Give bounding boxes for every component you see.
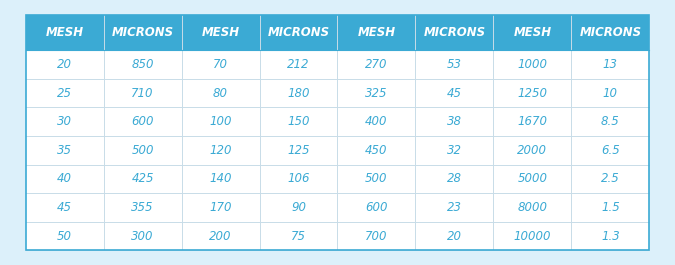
Text: 50: 50 bbox=[57, 230, 72, 243]
Text: 300: 300 bbox=[132, 230, 154, 243]
Text: 150: 150 bbox=[288, 115, 310, 128]
Text: 600: 600 bbox=[132, 115, 154, 128]
Text: 100: 100 bbox=[209, 115, 232, 128]
Text: 8.5: 8.5 bbox=[601, 115, 620, 128]
Text: 1670: 1670 bbox=[518, 115, 547, 128]
Text: 355: 355 bbox=[132, 201, 154, 214]
Text: 212: 212 bbox=[288, 58, 310, 71]
Text: 80: 80 bbox=[213, 87, 228, 100]
Text: MICRONS: MICRONS bbox=[579, 26, 641, 39]
Text: 10: 10 bbox=[603, 87, 618, 100]
Text: 90: 90 bbox=[291, 201, 306, 214]
Text: 32: 32 bbox=[447, 144, 462, 157]
Text: 106: 106 bbox=[288, 173, 310, 186]
Text: MESH: MESH bbox=[46, 26, 84, 39]
Text: MESH: MESH bbox=[202, 26, 240, 39]
Text: 38: 38 bbox=[447, 115, 462, 128]
Text: 20: 20 bbox=[57, 58, 72, 71]
Text: 5000: 5000 bbox=[518, 173, 547, 186]
Text: 2000: 2000 bbox=[518, 144, 547, 157]
Text: 450: 450 bbox=[365, 144, 387, 157]
Bar bbox=[26, 222, 649, 250]
Text: MICRONS: MICRONS bbox=[423, 26, 485, 39]
Text: 40: 40 bbox=[57, 173, 72, 186]
Text: 170: 170 bbox=[209, 201, 232, 214]
Text: 500: 500 bbox=[132, 144, 154, 157]
Text: MICRONS: MICRONS bbox=[267, 26, 329, 39]
Text: 200: 200 bbox=[209, 230, 232, 243]
Bar bbox=[26, 15, 649, 50]
Text: 30: 30 bbox=[57, 115, 72, 128]
Bar bbox=[26, 165, 649, 193]
Text: 1.3: 1.3 bbox=[601, 230, 620, 243]
Text: 10000: 10000 bbox=[514, 230, 551, 243]
Text: 6.5: 6.5 bbox=[601, 144, 620, 157]
Text: 700: 700 bbox=[365, 230, 387, 243]
Text: 28: 28 bbox=[447, 173, 462, 186]
Text: MESH: MESH bbox=[358, 26, 396, 39]
Text: 35: 35 bbox=[57, 144, 72, 157]
Text: 1000: 1000 bbox=[518, 58, 547, 71]
Text: 400: 400 bbox=[365, 115, 387, 128]
Bar bbox=[26, 79, 649, 108]
Bar bbox=[26, 136, 649, 165]
Text: MICRONS: MICRONS bbox=[111, 26, 173, 39]
Text: 75: 75 bbox=[291, 230, 306, 243]
Text: 25: 25 bbox=[57, 87, 72, 100]
Bar bbox=[26, 193, 649, 222]
Text: 425: 425 bbox=[132, 173, 154, 186]
Text: 45: 45 bbox=[57, 201, 72, 214]
Text: 120: 120 bbox=[209, 144, 232, 157]
Bar bbox=[26, 50, 649, 79]
Text: 1.5: 1.5 bbox=[601, 201, 620, 214]
Text: 125: 125 bbox=[288, 144, 310, 157]
Text: 8000: 8000 bbox=[518, 201, 547, 214]
Text: 710: 710 bbox=[132, 87, 154, 100]
Text: 180: 180 bbox=[288, 87, 310, 100]
Text: 1250: 1250 bbox=[518, 87, 547, 100]
Text: 13: 13 bbox=[603, 58, 618, 71]
Bar bbox=[26, 15, 649, 250]
Text: 20: 20 bbox=[447, 230, 462, 243]
Text: 140: 140 bbox=[209, 173, 232, 186]
Text: 70: 70 bbox=[213, 58, 228, 71]
Text: 270: 270 bbox=[365, 58, 387, 71]
Text: 23: 23 bbox=[447, 201, 462, 214]
Text: 850: 850 bbox=[132, 58, 154, 71]
Text: 2.5: 2.5 bbox=[601, 173, 620, 186]
Text: 500: 500 bbox=[365, 173, 387, 186]
Bar bbox=[26, 15, 649, 250]
Text: MESH: MESH bbox=[514, 26, 551, 39]
Text: 45: 45 bbox=[447, 87, 462, 100]
Text: 325: 325 bbox=[365, 87, 387, 100]
Text: 600: 600 bbox=[365, 201, 387, 214]
Text: 53: 53 bbox=[447, 58, 462, 71]
Bar bbox=[26, 108, 649, 136]
